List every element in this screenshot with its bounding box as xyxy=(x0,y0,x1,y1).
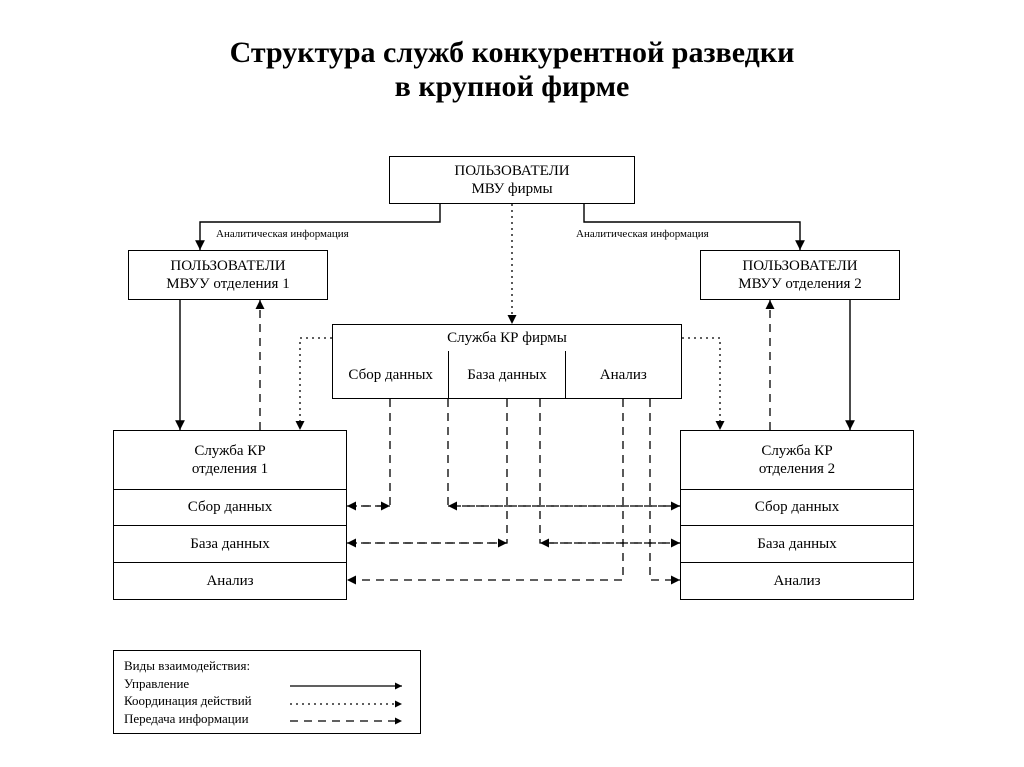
kr-firm-title: Служба КР фирмы xyxy=(447,329,567,347)
legend-line-dashed xyxy=(290,713,410,723)
users-div2-l1: ПОЛЬЗОВАТЕЛИ xyxy=(738,257,861,275)
legend: Виды взаимодействия: Управление Координа… xyxy=(113,650,421,734)
box-users-div1: ПОЛЬЗОВАТЕЛИ МВУУ отделения 1 xyxy=(128,250,328,300)
box-kr-firm-cells: Сбор данных База данных Анализ xyxy=(332,351,682,399)
label-analytical-right: Аналитическая информация xyxy=(576,228,709,240)
kr-firm-cell-0: Сбор данных xyxy=(333,351,448,398)
box-kr-firm-title: Служба КР фирмы xyxy=(332,324,682,352)
box-kr-div2: Служба КР отделения 2 Сбор данных База д… xyxy=(680,430,914,600)
legend-title: Виды взаимодействия: xyxy=(124,657,410,675)
legend-line-dotted xyxy=(290,696,410,706)
kr-div2-row-1: База данных xyxy=(681,525,913,562)
kr-div2-row-2: Анализ xyxy=(681,562,913,599)
kr-div2-title-l1: Служба КР xyxy=(759,442,835,460)
kr-div2-title-l2: отделения 2 xyxy=(759,460,835,478)
page-title: Структура служб конкурентной разведки в … xyxy=(0,36,1024,104)
top-users-l1: ПОЛЬЗОВАТЕЛИ xyxy=(454,162,569,180)
box-users-div2: ПОЛЬЗОВАТЕЛИ МВУУ отделения 2 xyxy=(700,250,900,300)
box-kr-div1: Служба КР отделения 1 Сбор данных База д… xyxy=(113,430,347,600)
kr-div1-title-l1: Служба КР xyxy=(192,442,268,460)
users-div1-l1: ПОЛЬЗОВАТЕЛИ xyxy=(166,257,289,275)
top-users-l2: МВУ фирмы xyxy=(454,180,569,198)
kr-firm-cell-2: Анализ xyxy=(565,351,681,398)
kr-div1-row-1: База данных xyxy=(114,525,346,562)
title-line1: Структура служб конкурентной разведки xyxy=(230,36,795,69)
kr-firm-cell-1: База данных xyxy=(448,351,564,398)
label-analytical-left: Аналитическая информация xyxy=(216,228,349,240)
users-div1-l2: МВУУ отделения 1 xyxy=(166,275,289,293)
kr-div1-row-2: Анализ xyxy=(114,562,346,599)
legend-row-0: Управление xyxy=(124,675,410,693)
legend-row-1: Координация действий xyxy=(124,692,410,710)
legend-line-solid xyxy=(290,678,410,688)
legend-label-1: Координация действий xyxy=(124,692,284,710)
legend-label-2: Передача информации xyxy=(124,710,284,728)
title-line2: в крупной фирме xyxy=(395,70,630,103)
kr-div1-title-l2: отделения 1 xyxy=(192,460,268,478)
legend-label-0: Управление xyxy=(124,675,284,693)
users-div2-l2: МВУУ отделения 2 xyxy=(738,275,861,293)
box-top-users: ПОЛЬЗОВАТЕЛИ МВУ фирмы xyxy=(389,156,635,204)
legend-row-2: Передача информации xyxy=(124,710,410,728)
kr-div1-row-0: Сбор данных xyxy=(114,489,346,526)
kr-div2-row-0: Сбор данных xyxy=(681,489,913,526)
